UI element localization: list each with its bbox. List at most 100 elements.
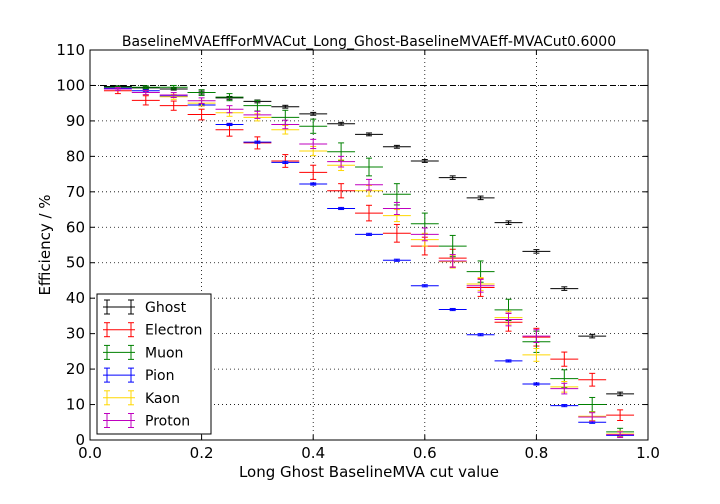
x-tick-label: 0.0 <box>78 444 102 462</box>
data-point <box>522 329 551 343</box>
data-point <box>159 100 188 111</box>
data-point <box>494 220 523 225</box>
data-point <box>355 178 383 191</box>
y-tick-label: 50 <box>66 254 85 272</box>
data-point <box>522 382 551 386</box>
y-tick-label: 100 <box>56 76 85 94</box>
data-point <box>438 175 467 180</box>
data-point <box>578 412 607 422</box>
data-point <box>382 183 411 206</box>
data-point <box>578 333 607 339</box>
data-point <box>299 138 328 150</box>
y-tick-label: 110 <box>56 41 85 59</box>
data-point <box>382 144 411 149</box>
plot-frame <box>89 49 649 441</box>
data-point <box>382 258 411 262</box>
data-point <box>466 333 495 337</box>
data-point <box>550 382 579 395</box>
legend-label: Pion <box>145 368 174 384</box>
data-point <box>466 195 495 201</box>
y-tick-label: 80 <box>66 147 85 165</box>
data-point <box>550 351 579 367</box>
legend-label: Proton <box>145 414 190 430</box>
chart-title: BaselineMVAEffForMVACut_Long_Ghost-Basel… <box>122 34 616 50</box>
x-tick-label: 0.2 <box>190 444 214 462</box>
data-point <box>327 155 356 168</box>
y-tick-label: 70 <box>66 183 85 201</box>
data-point <box>466 278 495 293</box>
data-point <box>494 312 523 327</box>
y-tick-label: 60 <box>66 218 85 236</box>
data-point <box>410 227 439 242</box>
y-tick-label: 90 <box>66 112 85 130</box>
legend-item-pion: Pion <box>103 367 174 384</box>
data-point <box>187 97 216 105</box>
data-point <box>327 121 356 126</box>
data-point <box>271 119 300 130</box>
data-point <box>243 110 272 119</box>
data-point <box>355 232 383 236</box>
data-point <box>494 359 523 363</box>
data-point <box>578 396 607 413</box>
data-point <box>103 87 132 91</box>
y-tick-label: 20 <box>66 360 85 378</box>
y-axis-label: Efficiency / % <box>36 194 54 295</box>
legend-label: Ghost <box>145 300 187 316</box>
data-point <box>215 93 244 102</box>
data-point <box>438 254 467 268</box>
data-point <box>438 234 467 258</box>
x-tick-label: 0.8 <box>524 444 548 462</box>
legend-item-electron: Electron <box>103 322 202 339</box>
x-tick-label: 1.0 <box>636 444 660 462</box>
data-point <box>243 140 272 144</box>
y-tick-label: 40 <box>66 289 85 307</box>
data-point <box>187 108 216 121</box>
series-proton <box>103 87 635 439</box>
data-point <box>299 111 328 116</box>
data-point <box>299 118 328 134</box>
data-point <box>606 391 635 397</box>
data-point <box>606 409 635 421</box>
data-point <box>327 183 356 199</box>
data-point <box>159 92 188 99</box>
data-point <box>215 122 244 127</box>
data-point <box>410 159 439 163</box>
legend: Ghost Electron Muon Pion Kaon Proton <box>96 293 212 435</box>
data-point <box>271 104 300 109</box>
data-point <box>550 286 579 291</box>
legend-item-proton: Proton <box>103 413 190 430</box>
data-point <box>159 84 188 90</box>
data-point <box>550 404 579 408</box>
legend-item-kaon: Kaon <box>103 390 180 407</box>
data-point <box>299 164 328 180</box>
data-point <box>271 160 300 164</box>
data-point <box>327 206 356 211</box>
data-point <box>522 348 551 362</box>
data-point <box>131 95 160 106</box>
data-point <box>382 223 411 243</box>
legend-label: Kaon <box>145 391 180 407</box>
data-point <box>215 105 244 114</box>
data-point <box>382 201 411 216</box>
data-point <box>438 307 467 312</box>
legend-label: Muon <box>145 345 183 361</box>
x-axis-label: Long Ghost BaselineMVA cut value <box>239 463 499 481</box>
data-point <box>355 157 383 177</box>
data-point <box>131 85 160 90</box>
data-point <box>355 204 383 222</box>
x-tick-label: 0.4 <box>301 444 325 462</box>
data-point <box>606 431 635 439</box>
data-point <box>131 89 160 96</box>
y-tick-label: 10 <box>66 396 85 414</box>
data-point <box>187 89 216 96</box>
y-tick-label: 30 <box>66 325 85 343</box>
legend-item-muon: Muon <box>103 344 183 361</box>
legend-box <box>96 293 212 435</box>
y-tick-label: 0 <box>75 431 85 449</box>
data-series <box>103 84 635 439</box>
axis-ticks: 0.0 0.2 0.4 0.6 0.8 1.0 0 10 20 30 40 50 60 70 80 90 100… <box>56 41 660 462</box>
legend-item-ghost: Ghost <box>103 299 187 316</box>
legend-label: Electron <box>145 323 202 339</box>
x-tick-label: 0.6 <box>413 444 437 462</box>
